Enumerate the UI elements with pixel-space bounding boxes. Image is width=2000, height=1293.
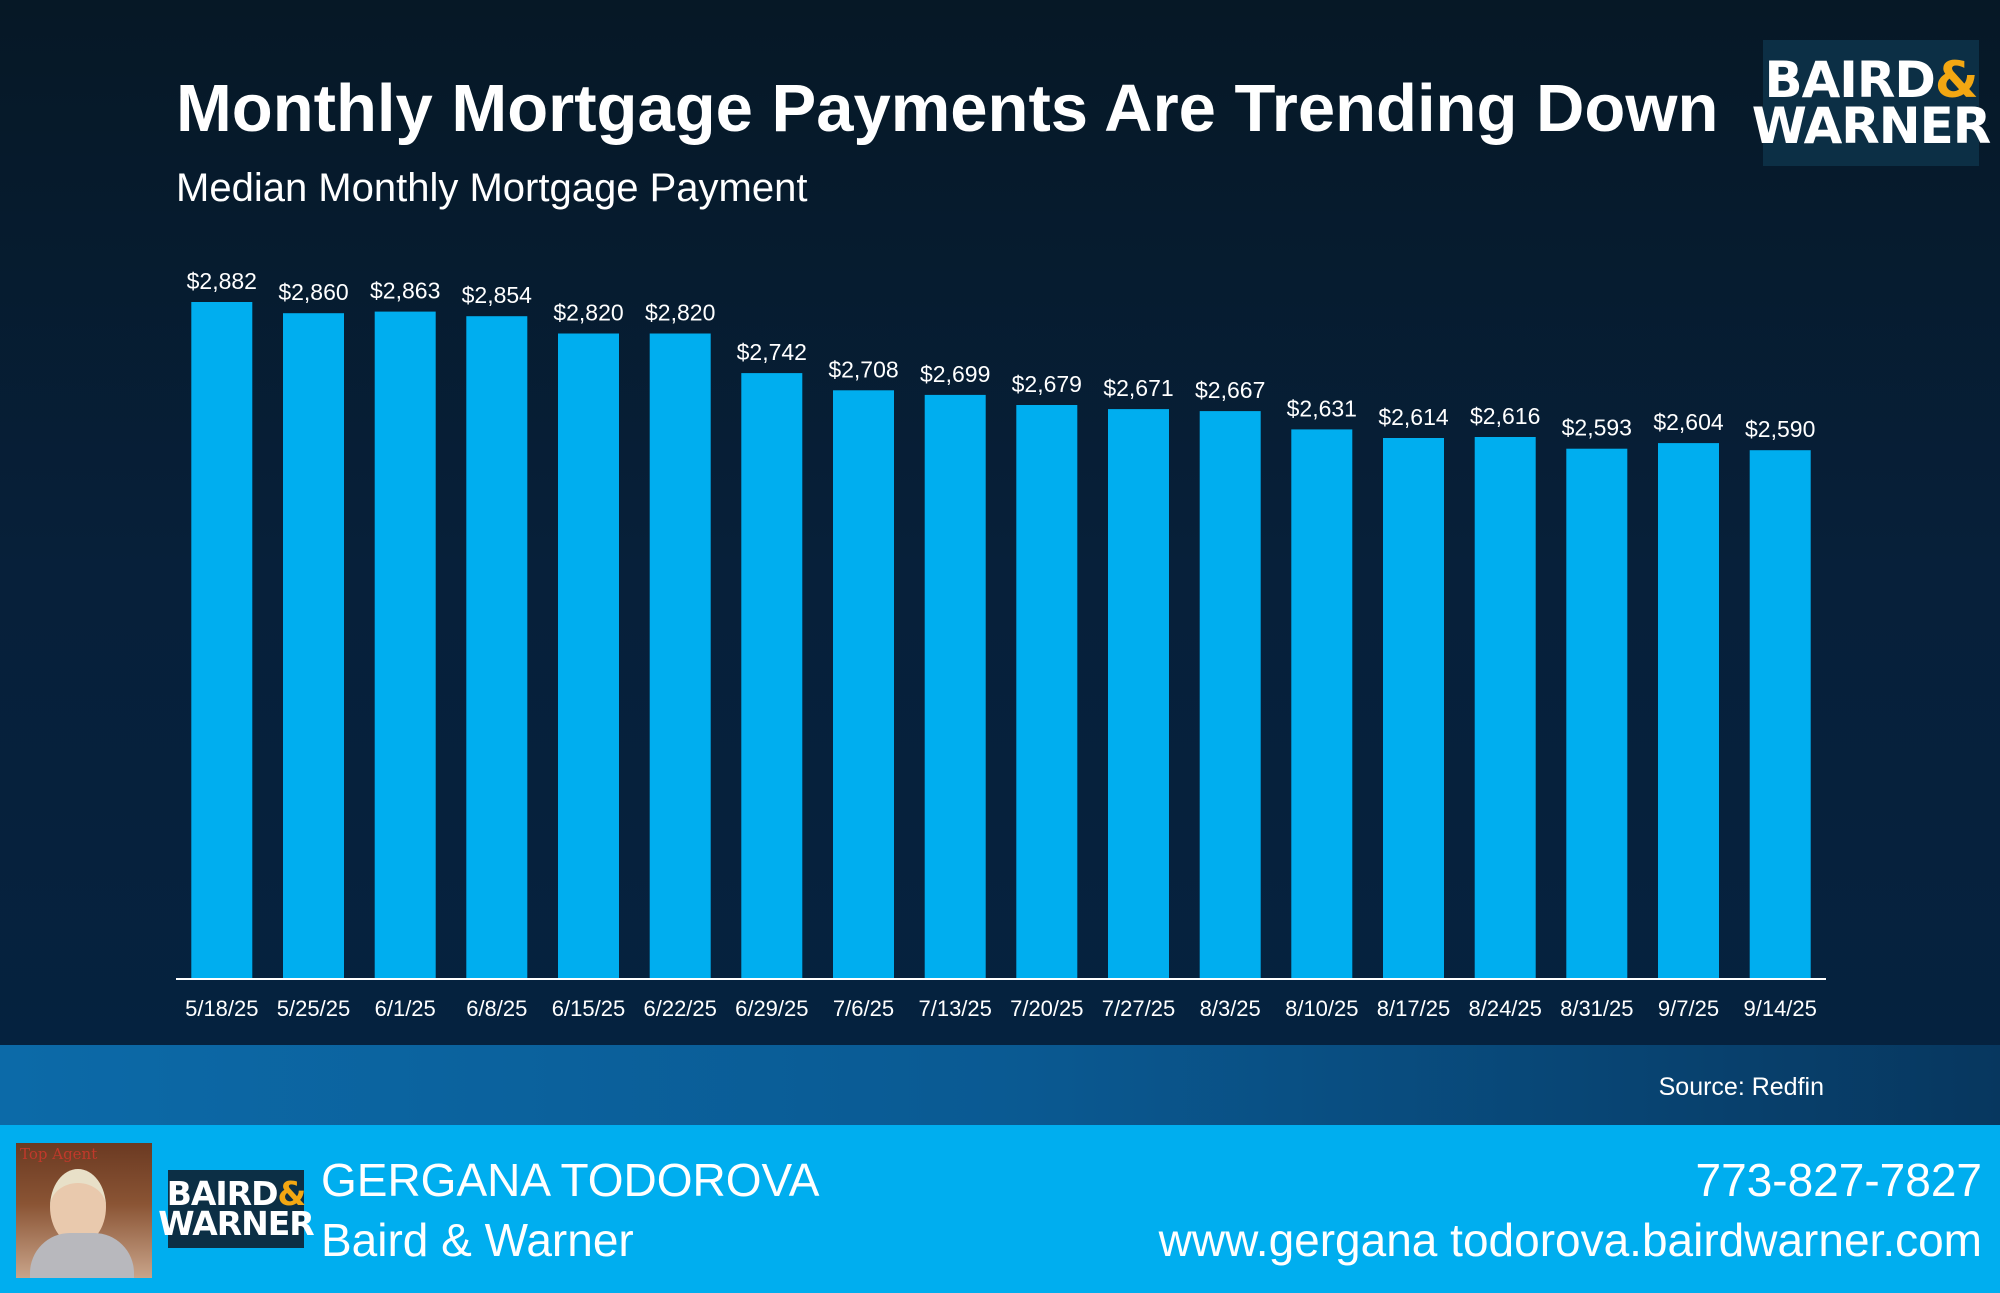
data-label-6/29/25: $2,742 bbox=[737, 339, 807, 365]
x-tick-label-6/8/25: 6/8/25 bbox=[466, 996, 527, 1021]
x-tick-label-8/10/25: 8/10/25 bbox=[1285, 996, 1358, 1021]
x-tick-label-5/18/25: 5/18/25 bbox=[185, 996, 258, 1021]
bar-7/27/25 bbox=[1108, 409, 1169, 979]
x-tick-label-8/3/25: 8/3/25 bbox=[1200, 996, 1261, 1021]
bar-6/29/25 bbox=[741, 373, 803, 979]
baird-warner-logo: BAIRD& WARNER bbox=[1752, 40, 1991, 166]
data-label-8/24/25: $2,616 bbox=[1470, 403, 1540, 429]
bar-chart-svg: $2,882 5/18/25 $2,860 5/25/25 $2,863 6/1/25 $2… bbox=[176, 268, 1826, 1021]
footer-baird-warner-logo: BAIRD& WARNER bbox=[158, 1170, 315, 1248]
source-note: Source: Redfin bbox=[1658, 1073, 1824, 1101]
bar-7/20/25 bbox=[1016, 405, 1078, 978]
agent-phone-link[interactable]: 773-827-7827 bbox=[1695, 1154, 1982, 1206]
logo-word-warner: WARNER bbox=[1751, 97, 1992, 155]
data-label-8/10/25: $2,631 bbox=[1287, 395, 1357, 421]
data-label-6/1/25: $2,863 bbox=[370, 278, 440, 304]
x-tick-label-7/6/25: 7/6/25 bbox=[833, 996, 894, 1021]
data-label-7/13/25: $2,699 bbox=[920, 361, 990, 387]
bar-6/8/25 bbox=[466, 316, 528, 978]
x-tick-label-8/24/25: 8/24/25 bbox=[1468, 996, 1541, 1021]
data-label-5/18/25: $2,882 bbox=[187, 268, 257, 294]
x-tick-label-6/29/25: 6/29/25 bbox=[735, 996, 808, 1021]
x-tick-label-5/25/25: 5/25/25 bbox=[277, 996, 350, 1021]
agent-photo: Top Agent bbox=[16, 1143, 152, 1278]
bar-8/24/25 bbox=[1474, 437, 1536, 978]
footer-logo-word-warner: WARNER bbox=[158, 1204, 314, 1243]
agent-footer: Top Agent BAIRD& WARNER GERGANA TODOROVA… bbox=[0, 1125, 2000, 1293]
logo-word-baird: BAIRD bbox=[1764, 51, 1935, 109]
agent-name: GERGANA TODOROVA bbox=[321, 1154, 820, 1206]
bar-6/15/25 bbox=[558, 333, 619, 978]
data-label-6/15/25: $2,820 bbox=[553, 300, 623, 326]
agent-company: Baird & Warner bbox=[321, 1214, 634, 1266]
bar-5/18/25 bbox=[191, 302, 253, 978]
bar-8/10/25 bbox=[1291, 429, 1353, 978]
top-agent-badge: Top Agent bbox=[20, 1145, 98, 1163]
data-label-6/8/25: $2,854 bbox=[462, 282, 533, 308]
data-label-9/14/25: $2,590 bbox=[1745, 416, 1815, 442]
bar-6/22/25 bbox=[649, 333, 711, 978]
agent-photo-head bbox=[50, 1169, 106, 1245]
bar-8/31/25 bbox=[1566, 448, 1628, 978]
chart-title: Monthly Mortgage Payments Are Trending D… bbox=[176, 71, 1719, 146]
x-tick-label-6/1/25: 6/1/25 bbox=[375, 996, 436, 1021]
x-tick-label-9/14/25: 9/14/25 bbox=[1743, 996, 1816, 1021]
data-label-8/31/25: $2,593 bbox=[1562, 415, 1632, 441]
bar-7/6/25 bbox=[833, 390, 894, 978]
data-label-9/7/25: $2,604 bbox=[1653, 409, 1724, 435]
data-label-8/3/25: $2,667 bbox=[1195, 377, 1265, 403]
x-tick-label-9/7/25: 9/7/25 bbox=[1658, 996, 1719, 1021]
data-label-5/25/25: $2,860 bbox=[278, 279, 348, 305]
bar-9/7/25 bbox=[1658, 443, 1719, 979]
x-tick-label-8/17/25: 8/17/25 bbox=[1377, 996, 1450, 1021]
footer-logo-ampersand: & bbox=[277, 1173, 307, 1213]
agent-website-link[interactable]: www.gergana todorova.bairdwarner.com bbox=[1158, 1214, 1982, 1266]
bar-8/17/25 bbox=[1383, 438, 1444, 978]
x-tick-label-7/27/25: 7/27/25 bbox=[1102, 996, 1175, 1021]
x-tick-label-6/22/25: 6/22/25 bbox=[643, 996, 716, 1021]
source-band: Source: Redfin bbox=[0, 1045, 2000, 1125]
data-label-7/27/25: $2,671 bbox=[1103, 375, 1173, 401]
bar-8/3/25 bbox=[1199, 411, 1261, 979]
x-tick-label-7/13/25: 7/13/25 bbox=[918, 996, 991, 1021]
x-tick-label-7/20/25: 7/20/25 bbox=[1010, 996, 1083, 1021]
x-tick-label-6/15/25: 6/15/25 bbox=[552, 996, 625, 1021]
data-label-7/20/25: $2,679 bbox=[1012, 371, 1082, 397]
data-label-6/22/25: $2,820 bbox=[645, 300, 715, 326]
logo-ampersand: & bbox=[1934, 51, 1979, 109]
bar-5/25/25 bbox=[283, 313, 344, 978]
footer-logo-word-baird: BAIRD bbox=[166, 1173, 279, 1213]
chart-subtitle: Median Monthly Mortgage Payment bbox=[176, 166, 808, 210]
bar-9/14/25 bbox=[1749, 450, 1811, 978]
x-tick-label-8/31/25: 8/31/25 bbox=[1560, 996, 1633, 1021]
bar-7/13/25 bbox=[924, 394, 986, 978]
bar-chart: $2,882 5/18/25 $2,860 5/25/25 $2,863 6/1/25 $2… bbox=[0, 240, 2000, 1040]
data-label-8/17/25: $2,614 bbox=[1378, 404, 1449, 430]
slide-background: Monthly Mortgage Payments Are Trending D… bbox=[0, 0, 2000, 1045]
agent-photo-body bbox=[30, 1233, 134, 1278]
data-label-7/6/25: $2,708 bbox=[828, 356, 898, 382]
bar-6/1/25 bbox=[374, 311, 436, 979]
